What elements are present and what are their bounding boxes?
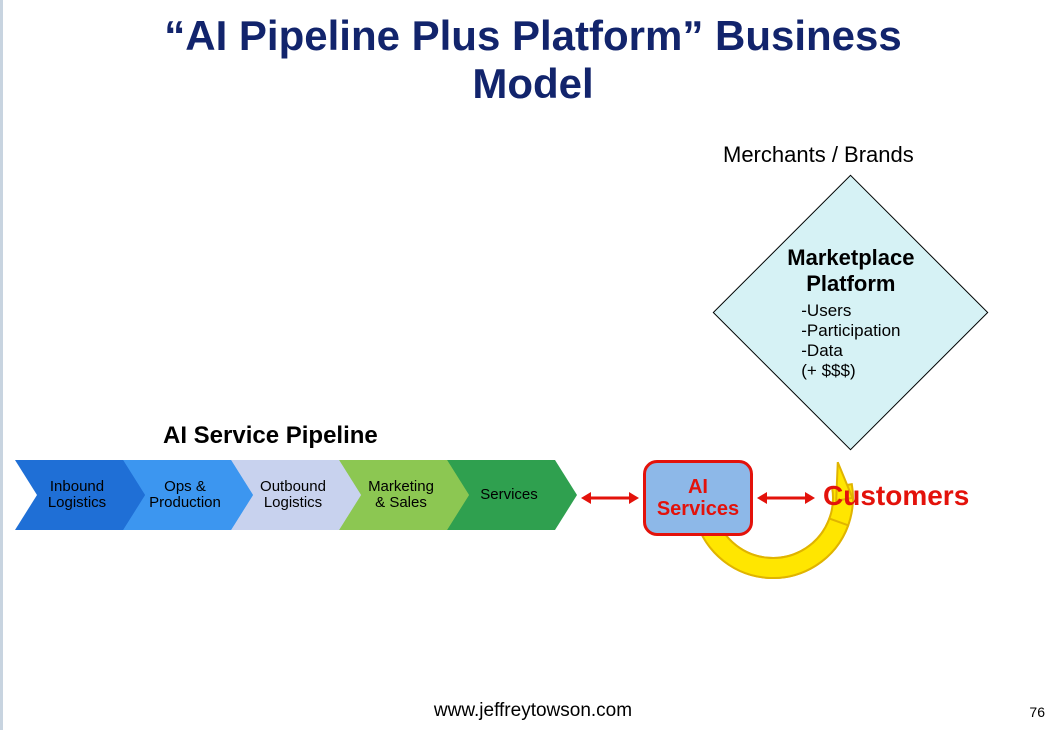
diamond-title-2: Platform [806, 271, 895, 297]
title-line-2: Model [472, 60, 593, 107]
merchants-brands-label: Merchants / Brands [723, 142, 914, 168]
footer-url: www.jeffreytowson.com [3, 700, 1063, 722]
marketplace-diamond: Marketplace Platform -Users-Participatio… [713, 175, 989, 451]
ai-box-line-2: Services [657, 498, 739, 520]
diamond-bullets: -Users-Participation-Data(+ $$$) [801, 301, 900, 381]
pipeline-heading: AI Service Pipeline [163, 422, 378, 450]
diamond-title-1: Marketplace [787, 245, 914, 271]
ai-box-line-1: AI [657, 476, 739, 498]
title-line-1: “AI Pipeline Plus Platform” Business [164, 12, 902, 59]
pipeline-step: InboundLogistics [15, 460, 123, 530]
ai-services-box: AI Services [643, 460, 753, 536]
diamond-content: Marketplace Platform -Users-Participatio… [713, 175, 989, 451]
slide-title: “AI Pipeline Plus Platform” Business Mod… [3, 0, 1063, 109]
page-number: 76 [1029, 704, 1045, 720]
diamond-bullet: -Participation [801, 321, 900, 341]
diamond-bullet: -Data [801, 341, 900, 361]
diamond-bullet: (+ $$$) [801, 361, 900, 381]
customers-label: Customers [823, 480, 969, 512]
pipeline-chevrons: InboundLogisticsOps &ProductionOutboundL… [15, 460, 555, 530]
diamond-bullet: -Users [801, 301, 900, 321]
